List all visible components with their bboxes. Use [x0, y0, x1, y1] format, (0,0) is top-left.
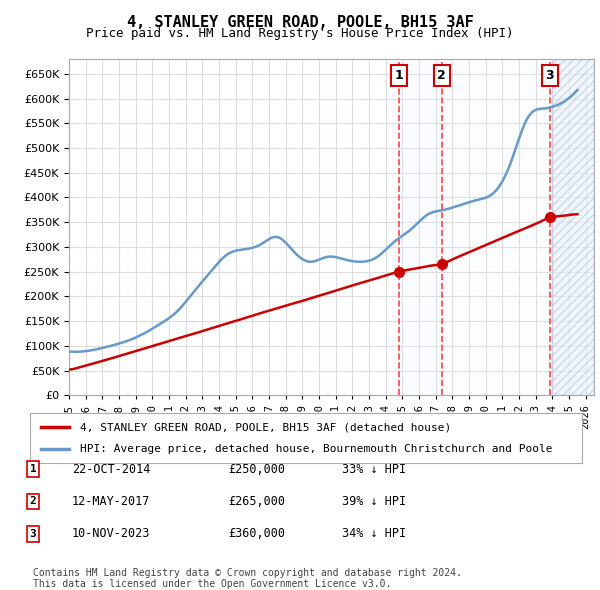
- Text: 1: 1: [29, 464, 37, 474]
- Text: Price paid vs. HM Land Registry's House Price Index (HPI): Price paid vs. HM Land Registry's House …: [86, 27, 514, 40]
- Text: 1: 1: [395, 69, 404, 82]
- Bar: [442, 59, 550, 395]
- Text: This data is licensed under the Open Government Licence v3.0.: This data is licensed under the Open Gov…: [33, 579, 391, 589]
- Text: 12-MAY-2017: 12-MAY-2017: [72, 495, 151, 508]
- Text: 3: 3: [29, 529, 37, 539]
- Text: 3: 3: [545, 69, 554, 82]
- Text: 4, STANLEY GREEN ROAD, POOLE, BH15 3AF: 4, STANLEY GREEN ROAD, POOLE, BH15 3AF: [127, 15, 473, 30]
- Text: 33% ↓ HPI: 33% ↓ HPI: [342, 463, 406, 476]
- Text: 22-OCT-2014: 22-OCT-2014: [72, 463, 151, 476]
- Text: 39% ↓ HPI: 39% ↓ HPI: [342, 495, 406, 508]
- Text: 2: 2: [29, 497, 37, 506]
- Text: 2: 2: [437, 69, 446, 82]
- Text: Contains HM Land Registry data © Crown copyright and database right 2024.: Contains HM Land Registry data © Crown c…: [33, 569, 462, 578]
- Text: 10-NOV-2023: 10-NOV-2023: [72, 527, 151, 540]
- Bar: [399, 59, 442, 395]
- Text: £360,000: £360,000: [228, 527, 285, 540]
- Text: 4, STANLEY GREEN ROAD, POOLE, BH15 3AF (detached house): 4, STANLEY GREEN ROAD, POOLE, BH15 3AF (…: [80, 422, 451, 432]
- Text: 34% ↓ HPI: 34% ↓ HPI: [342, 527, 406, 540]
- Text: HPI: Average price, detached house, Bournemouth Christchurch and Poole: HPI: Average price, detached house, Bour…: [80, 444, 552, 454]
- Text: £250,000: £250,000: [228, 463, 285, 476]
- Text: £265,000: £265,000: [228, 495, 285, 508]
